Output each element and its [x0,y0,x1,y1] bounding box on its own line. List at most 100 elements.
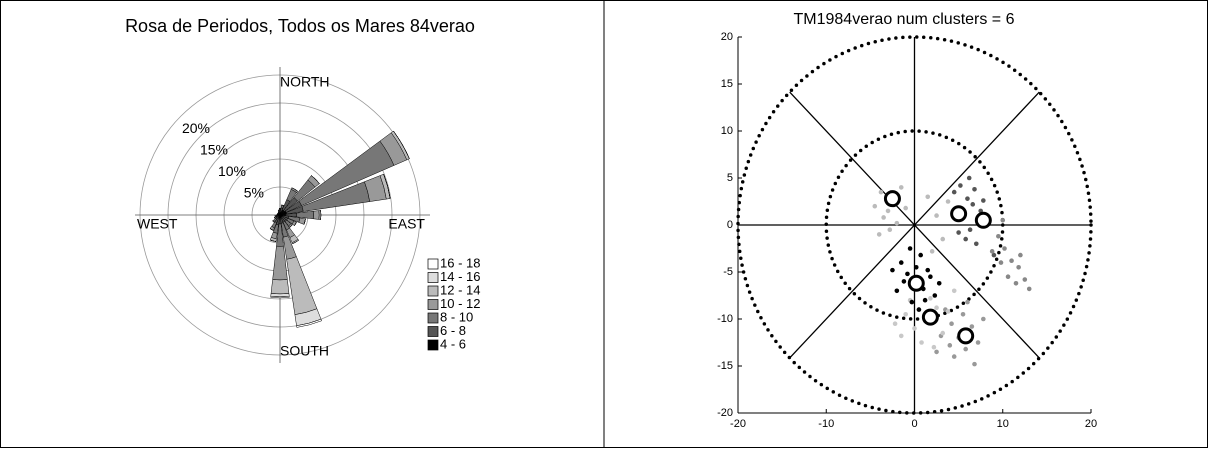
point [981,317,986,322]
point [925,268,930,273]
direction-label: WEST [137,216,178,232]
point [899,334,904,339]
point [972,187,977,192]
legend-label: 16 - 18 [440,255,480,270]
point [890,268,895,273]
point [940,237,945,242]
point [952,190,957,195]
rose-segment [271,280,289,294]
point [899,185,904,190]
point [970,202,975,207]
point [914,265,919,270]
point [948,343,953,348]
point [952,354,957,359]
legend-swatch [428,327,438,337]
point [903,206,908,211]
point [872,204,877,209]
point [925,195,930,200]
point [899,260,904,265]
point [1009,258,1014,263]
x-tick-label: 20 [1085,418,1097,430]
legend-label: 10 - 12 [440,296,480,311]
point [970,324,975,329]
point [965,196,970,201]
legend-label: 6 - 8 [440,323,466,338]
point [949,321,954,326]
point [923,298,928,303]
point [976,340,981,345]
ring-label: 20% [182,120,210,136]
point [879,190,884,195]
point [1016,265,1021,270]
point [1002,246,1007,251]
centroid [952,207,966,221]
ring-label: 5% [244,184,264,200]
point [895,289,900,294]
ring-label: 15% [200,141,228,157]
y-tick-label: 15 [721,78,733,90]
y-tick-label: 20 [721,31,733,43]
point [963,347,968,352]
point [999,260,1004,265]
y-tick-label: 10 [721,125,733,137]
point [974,242,979,247]
point [919,340,924,345]
rose-segment [313,211,319,220]
point [912,326,917,331]
legend-label: 8 - 10 [440,309,473,324]
y-tick-label: -15 [717,360,733,372]
point [903,312,908,317]
legend-swatch [428,300,438,310]
legend-label: 12 - 14 [440,282,480,297]
point [1023,277,1028,282]
point [910,300,915,305]
point [895,221,900,226]
x-tick-label: -20 [730,418,746,430]
point [934,305,939,310]
x-tick-label: 0 [911,418,917,430]
chart-title: Rosa de Periodos, Todos os Mares 84verao [125,16,475,36]
point [990,249,995,254]
legend-swatch [428,286,438,296]
point [1027,287,1032,292]
point [917,307,922,312]
point [981,198,986,203]
point [952,289,957,294]
point [1014,281,1019,286]
point [965,300,970,305]
point [905,272,910,277]
ring-label: 10% [218,163,246,179]
point [930,249,935,254]
point [881,215,886,220]
point [946,309,951,314]
legend-label: 14 - 16 [440,269,480,284]
y-tick-label: -10 [717,313,733,325]
centroid [959,329,973,343]
legend-label: 4 - 6 [440,336,466,351]
point [940,331,945,336]
x-tick-label: 10 [997,418,1009,430]
direction-label: EAST [388,216,425,232]
legend-swatch [428,273,438,283]
point [877,232,882,237]
point [887,227,892,232]
point [967,176,972,181]
point [996,234,1001,239]
point [886,209,891,214]
direction-label: SOUTH [280,343,329,359]
point [958,183,963,188]
point [1000,218,1005,223]
centroid [885,192,899,206]
point [963,237,968,242]
y-tick-label: 5 [727,172,733,184]
point [937,281,942,286]
point [928,296,933,301]
point [972,362,977,367]
point [928,274,933,279]
point [893,321,898,326]
point [961,312,966,317]
point [932,293,937,298]
point [1006,274,1011,279]
point [946,199,951,204]
